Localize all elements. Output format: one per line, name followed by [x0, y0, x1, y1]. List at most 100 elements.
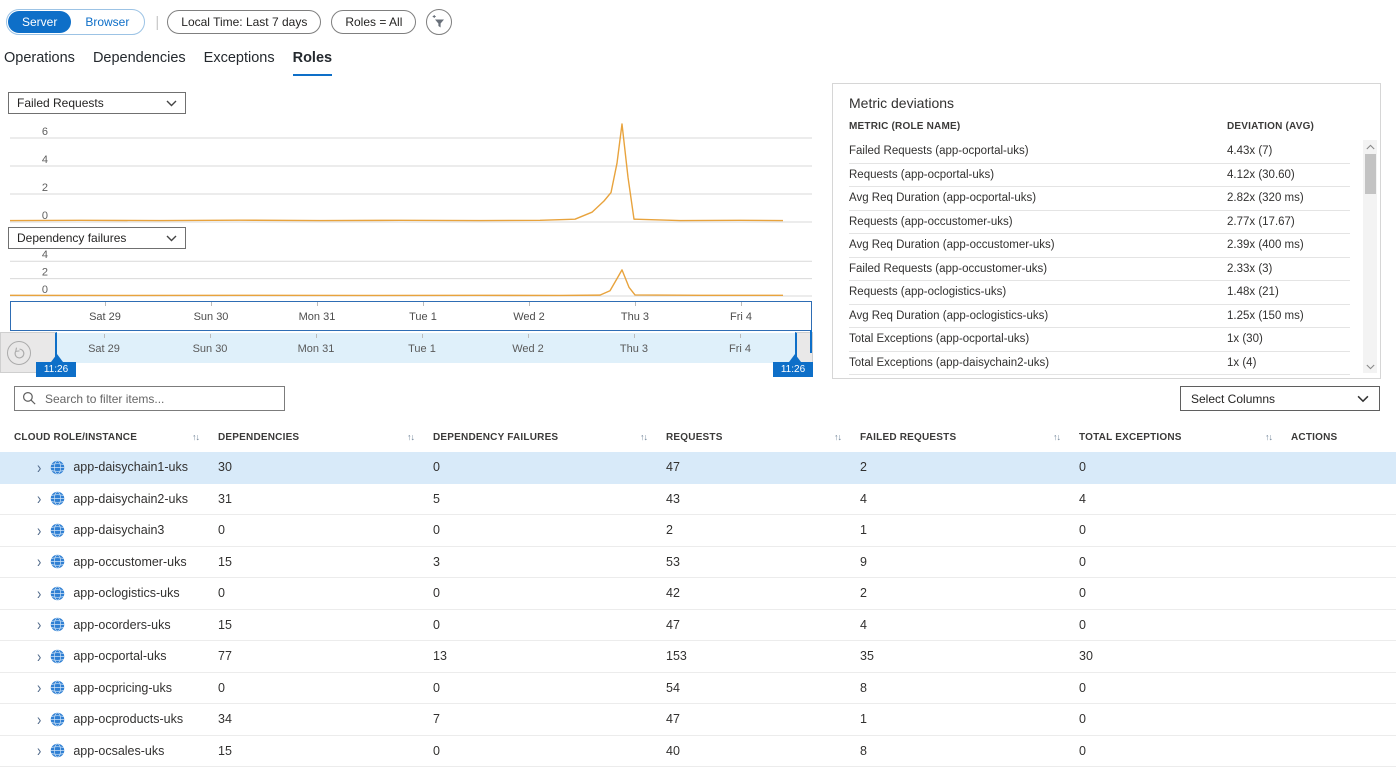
- tab-bar: Operations Dependencies Exceptions Roles: [4, 50, 333, 76]
- scrollbar-thumb[interactable]: [1364, 154, 1376, 194]
- sort-arrows-icon[interactable]: ↑↓: [640, 432, 648, 442]
- role-name: app-ocproducts-uks: [73, 712, 184, 727]
- cloud-role-globe-icon: [50, 460, 65, 475]
- brush-start-handle[interactable]: [51, 354, 63, 362]
- chart1-metric-dropdown[interactable]: Failed Requests: [8, 92, 186, 114]
- sort-arrows-icon[interactable]: ↑↓: [407, 432, 415, 442]
- total-exceptions-value: 4: [1079, 491, 1086, 506]
- brush-end-handle[interactable]: [789, 354, 801, 362]
- role-name-cell: › app-daisychain3: [0, 520, 205, 540]
- table-row[interactable]: › app-ocproducts-uks 34 7 47 1 0: [0, 704, 1396, 736]
- reset-zoom-button[interactable]: [7, 341, 31, 365]
- select-columns-dropdown[interactable]: Select Columns: [1180, 386, 1380, 411]
- brush-selection[interactable]: [57, 333, 795, 363]
- chevron-right-icon[interactable]: ›: [37, 457, 42, 477]
- axis-tick-label: Thu 3: [619, 343, 649, 355]
- table-row[interactable]: › app-occustomer-uks 15 3 53 9 0: [0, 547, 1396, 578]
- table-row[interactable]: › app-daisychain1-uks 30 0 47 2 0: [0, 452, 1396, 484]
- chevron-right-icon[interactable]: ›: [37, 583, 42, 603]
- table-row[interactable]: › app-daisychain3 0 0 2 1 0: [0, 515, 1396, 547]
- axis-tick: [317, 302, 318, 306]
- chevron-right-icon[interactable]: ›: [37, 741, 42, 761]
- sort-arrows-icon[interactable]: ↑↓: [1265, 432, 1273, 442]
- dependency-failures-value: 7: [433, 712, 440, 727]
- chart2-metric-dropdown[interactable]: Dependency failures: [8, 227, 186, 249]
- failed-requests-value: 9: [860, 554, 867, 569]
- browser-toggle-button[interactable]: Browser: [85, 15, 130, 29]
- add-filter-icon[interactable]: [426, 9, 453, 35]
- metric-name: Avg Req Duration (app-occustomer-uks): [849, 239, 1055, 252]
- dependencies-value: 77: [218, 649, 232, 664]
- table-row[interactable]: › app-ocorders-uks 15 0 47 4 0: [0, 610, 1396, 641]
- chevron-right-icon[interactable]: ›: [37, 678, 42, 698]
- dependencies-value: 0: [218, 586, 225, 601]
- metric-deviation-row: Total Exceptions (app-daisychain2-uks) 1x…: [849, 352, 1350, 375]
- role-name: app-ocsales-uks: [73, 743, 165, 758]
- column-header-dependency-failures[interactable]: DEPENDENCY FAILURES ↑↓: [420, 422, 653, 452]
- toolbar: Server Browser | Local Time: Last 7 days…: [6, 8, 453, 36]
- cloud-role-globe-icon: [50, 743, 65, 758]
- column-header-requests[interactable]: REQUESTS ↑↓: [653, 422, 847, 452]
- roles-filter-pill[interactable]: Roles = All: [331, 10, 417, 34]
- axis-tick: [528, 334, 529, 338]
- axis-tick-label: Fri 4: [729, 343, 751, 355]
- failed-requests-value: 8: [860, 680, 867, 695]
- column-header-actions[interactable]: ACTIONS: [1278, 422, 1396, 452]
- sort-arrows-icon[interactable]: ↑↓: [192, 432, 200, 442]
- y-axis-tick-label: 4: [42, 154, 48, 166]
- total-exceptions-value: 0: [1079, 460, 1086, 475]
- tab-exceptions[interactable]: Exceptions: [203, 50, 275, 66]
- axis-tick-label: Sat 29: [88, 343, 120, 355]
- metric-deviation-row: Failed Requests (app-occustomer-uks) 2.33…: [849, 258, 1350, 281]
- axis-tick: [211, 302, 212, 306]
- chevron-right-icon[interactable]: ›: [37, 489, 42, 509]
- chevron-right-icon[interactable]: ›: [37, 552, 42, 572]
- time-range-pill[interactable]: Local Time: Last 7 days: [167, 10, 322, 34]
- metric-line-series: [10, 123, 784, 222]
- failed-requests-value: 1: [860, 523, 867, 538]
- search-input[interactable]: [14, 386, 285, 411]
- requests-value: 47: [666, 617, 680, 632]
- failed-requests-value: 8: [860, 743, 867, 758]
- chevron-right-icon[interactable]: ›: [37, 709, 42, 729]
- tab-operations[interactable]: Operations: [4, 50, 75, 66]
- cloud-role-globe-icon: [50, 554, 65, 569]
- axis-tick: [634, 334, 635, 338]
- column-header-failed-requests[interactable]: FAILED REQUESTS ↑↓: [847, 422, 1066, 452]
- server-toggle-button[interactable]: Server: [8, 11, 72, 33]
- chevron-right-icon[interactable]: ›: [37, 615, 42, 635]
- scroll-down-icon[interactable]: [1363, 360, 1377, 373]
- metric-name: Requests (app-oclogistics-uks): [849, 286, 1007, 299]
- table-row[interactable]: › app-ocsales-uks 15 0 40 8 0: [0, 736, 1396, 767]
- axis-tick-label: Wed 2: [512, 343, 544, 355]
- dependency-failures-chart: 4 2 0: [10, 250, 812, 297]
- chevron-right-icon[interactable]: ›: [37, 520, 42, 540]
- metric-deviations-scrollbar[interactable]: [1363, 140, 1377, 373]
- table-row[interactable]: › app-ocpricing-uks 0 0 54 8 0: [0, 673, 1396, 704]
- dependency-failures-value: 0: [433, 743, 440, 758]
- metric-name: Avg Req Duration (app-oclogistics-uks): [849, 309, 1049, 322]
- metric-deviation-row: Avg Req Duration (app-ocportal-uks) 2.82x…: [849, 187, 1350, 211]
- sort-arrows-icon[interactable]: ↑↓: [834, 432, 842, 442]
- axis-tick-label: Wed 2: [513, 311, 545, 323]
- scroll-up-icon[interactable]: [1363, 140, 1377, 153]
- tab-dependencies[interactable]: Dependencies: [92, 50, 186, 66]
- chevron-right-icon[interactable]: ›: [37, 646, 42, 666]
- metric-deviation-row: Avg Req Duration (app-occustomer-uks) 2.3…: [849, 234, 1350, 258]
- search-box: [14, 386, 285, 411]
- table-row[interactable]: › app-ocportal-uks 77 13 153 35 30: [0, 641, 1396, 673]
- table-row[interactable]: › app-oclogistics-uks 0 0 42 2 0: [0, 578, 1396, 610]
- axis-tick-label: Mon 31: [298, 311, 336, 323]
- metric-deviation-row: Total Exceptions (app-ocportal-uks) 1x (3…: [849, 328, 1350, 352]
- column-header-dependencies[interactable]: DEPENDENCIES ↑↓: [205, 422, 420, 452]
- total-exceptions-value: 0: [1079, 617, 1086, 632]
- tab-roles[interactable]: Roles: [292, 50, 333, 76]
- failed-requests-value: 2: [860, 586, 867, 601]
- column-header-cloud-role-instance[interactable]: CLOUD ROLE/INSTANCE ↑↓: [0, 422, 205, 452]
- y-axis-tick-label: 4: [42, 250, 48, 261]
- role-name-cell: › app-ocpricing-uks: [0, 678, 205, 698]
- sort-arrows-icon[interactable]: ↑↓: [1053, 432, 1061, 442]
- column-header-total-exceptions[interactable]: TOTAL EXCEPTIONS ↑↓: [1066, 422, 1278, 452]
- table-row[interactable]: › app-daisychain2-uks 31 5 43 4 4: [0, 484, 1396, 515]
- metric-column-header: METRIC (ROLE NAME): [849, 121, 961, 132]
